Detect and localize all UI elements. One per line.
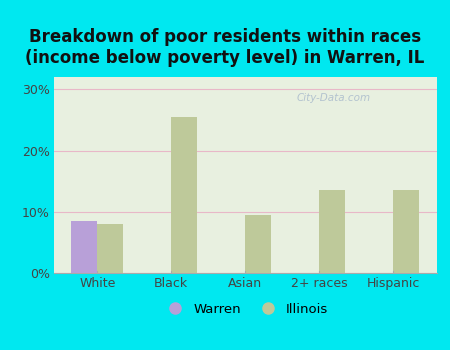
Bar <box>319 190 345 273</box>
Bar <box>245 215 271 273</box>
Bar <box>72 221 97 273</box>
Bar <box>97 224 123 273</box>
Bar <box>393 190 419 273</box>
Legend: Warren, Illinois: Warren, Illinois <box>157 298 334 321</box>
Bar <box>171 117 197 273</box>
Text: City-Data.com: City-Data.com <box>296 93 370 103</box>
Text: Breakdown of poor residents within races
(income below poverty level) in Warren,: Breakdown of poor residents within races… <box>25 28 425 67</box>
